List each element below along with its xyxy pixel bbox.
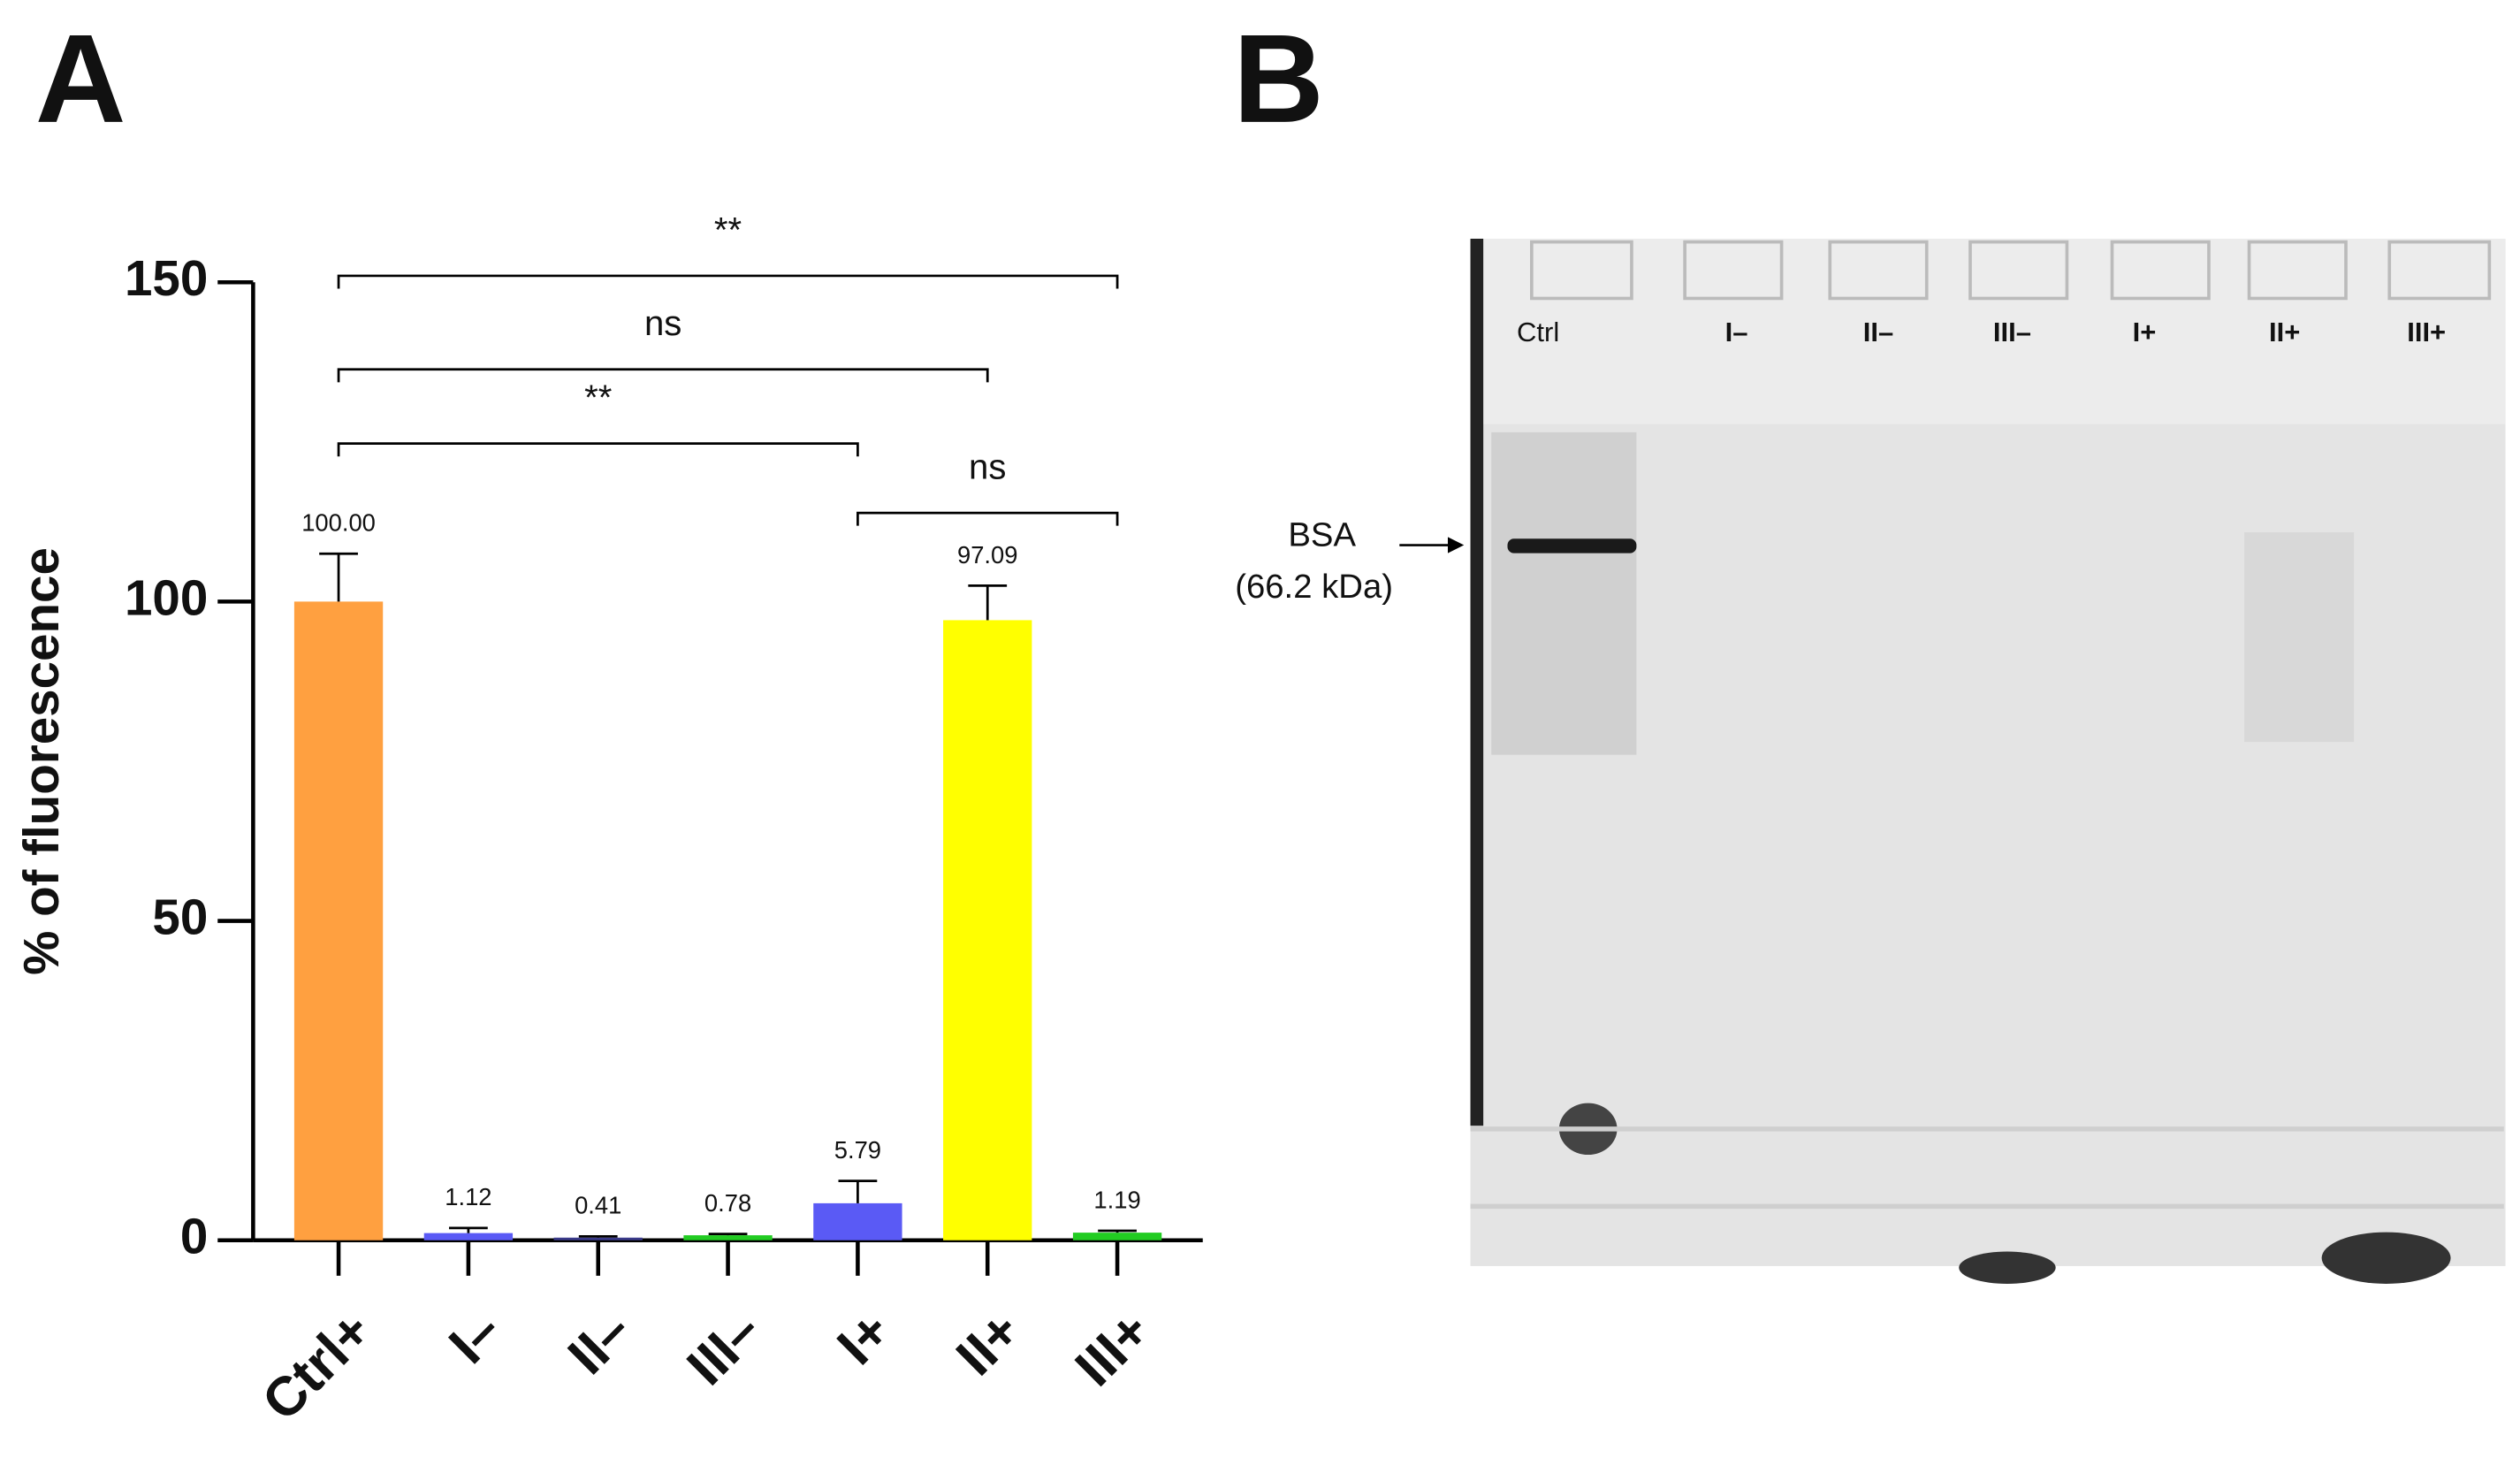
significance-bracket <box>856 511 1119 526</box>
marker-size: (66.2 kDa) <box>1235 568 1393 606</box>
significance-label: ** <box>584 378 612 417</box>
significance-label: ** <box>714 210 742 249</box>
x-tick-label: I– <box>438 1300 513 1375</box>
lane-label: I+ <box>2133 317 2157 347</box>
gel-well <box>1968 240 2069 301</box>
lane-label: II– <box>1863 317 1893 347</box>
value-label: 1.12 <box>445 1183 491 1210</box>
value-label: 5.79 <box>834 1136 881 1164</box>
lane-smear <box>2244 531 2355 743</box>
significance-label: ns <box>969 447 1006 486</box>
gel-well <box>1530 240 1633 301</box>
bar <box>943 620 1032 1240</box>
x-tick-label: Ctrl+ <box>251 1300 384 1432</box>
lane-label: I– <box>1725 317 1748 347</box>
gel-spot <box>1959 1251 2056 1284</box>
lane-label: III– <box>1993 317 2031 347</box>
bar <box>683 1235 773 1240</box>
significance-bracket <box>337 274 1119 289</box>
bar <box>813 1202 902 1240</box>
panel-label: A <box>35 9 126 149</box>
value-label: 0.41 <box>575 1192 621 1219</box>
y-tick-label: 0 <box>180 1209 208 1264</box>
x-tick-label: II+ <box>945 1300 1032 1387</box>
gel-spot <box>2321 1232 2451 1284</box>
gel-edge <box>1470 238 1484 1126</box>
lane-label: III+ <box>2407 317 2446 347</box>
gel-well <box>2110 240 2211 301</box>
gel-well <box>2247 240 2348 301</box>
significance-bracket <box>337 368 989 383</box>
value-label: 1.19 <box>1093 1186 1140 1213</box>
gel-well <box>1683 240 1784 301</box>
x-tick-label: I+ <box>826 1300 902 1377</box>
ctrl-lane <box>1491 431 1637 755</box>
gel-well <box>1828 240 1929 301</box>
y-axis-label: % of fluorescence <box>13 547 69 975</box>
lane-label: II+ <box>2269 317 2300 347</box>
significance-label: ns <box>644 303 681 343</box>
gel-well <box>2387 240 2492 301</box>
bar <box>293 601 384 1240</box>
y-tick-label: 50 <box>152 889 208 945</box>
panel-label: B <box>1233 9 1324 149</box>
x-tick-label: III+ <box>1064 1300 1162 1398</box>
y-tick-label: 150 <box>125 250 208 306</box>
value-label: 97.09 <box>957 541 1017 569</box>
x-tick-label: II– <box>557 1300 643 1386</box>
marker-arrowhead <box>1448 537 1465 553</box>
bar <box>423 1233 514 1240</box>
value-label: 100.00 <box>301 509 376 537</box>
marker-label: BSA <box>1288 516 1356 554</box>
gel-top <box>1470 238 2506 424</box>
value-label: 0.78 <box>704 1189 751 1217</box>
bsa-band <box>1507 538 1637 553</box>
gel-image <box>1470 238 2506 1284</box>
x-tick-label: III– <box>676 1300 773 1397</box>
significance-bracket <box>337 442 859 457</box>
lane-label: Ctrl <box>1517 317 1559 347</box>
y-tick-label: 100 <box>125 569 208 625</box>
bar <box>553 1237 643 1240</box>
bar <box>1072 1233 1162 1240</box>
